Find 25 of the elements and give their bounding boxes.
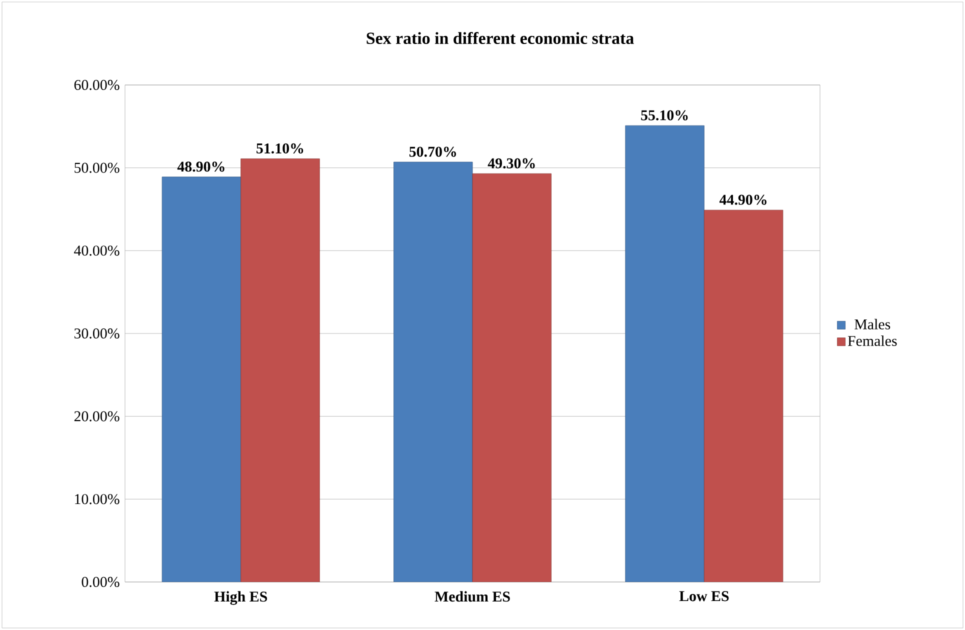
legend-label: Males [854,318,890,330]
x-tick-label: High ES [214,591,267,605]
y-tick-label: 30.00% [74,328,120,339]
bar [394,162,473,582]
data-label: 49.30% [488,158,535,168]
chart-title: Sex ratio in different economic strata [366,32,634,44]
y-tick-label: 60.00% [74,80,120,90]
x-tick-label: Medium ES [434,591,510,602]
bar [472,173,552,582]
y-tick-label: 40.00% [74,246,120,256]
data-label: 44.90% [719,194,766,205]
data-label: 55.10% [641,110,688,120]
bar [704,210,784,582]
x-tick-label: Low ES [679,591,729,602]
data-label: 48.90% [177,162,224,172]
legend-label: Females [848,335,897,346]
data-label: 50.70% [409,146,456,157]
bar [625,125,704,582]
bar [162,176,242,582]
y-tick-label: 50.00% [74,162,120,173]
y-tick-label: 0.00% [82,576,120,588]
bar [240,158,320,582]
data-label: 51.10% [256,143,304,154]
y-tick-label: 10.00% [75,494,120,504]
y-tick-label: 20.00% [74,411,120,422]
